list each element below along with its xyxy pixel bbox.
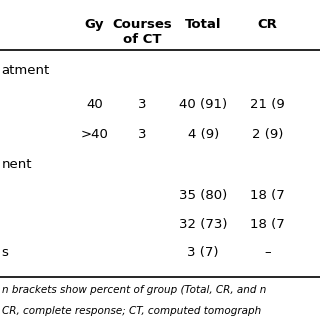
Text: 3 (7): 3 (7) (188, 246, 219, 260)
Text: 3: 3 (138, 98, 147, 111)
Text: Courses
of CT: Courses of CT (113, 18, 172, 46)
Text: s: s (2, 246, 8, 260)
Text: CR, complete response; CT, computed tomograph: CR, complete response; CT, computed tomo… (2, 306, 261, 316)
Text: Gy: Gy (85, 18, 104, 31)
Text: nent: nent (2, 158, 32, 172)
Text: 2 (9): 2 (9) (252, 128, 283, 141)
Text: 35 (80): 35 (80) (179, 189, 227, 202)
Text: 32 (73): 32 (73) (179, 218, 228, 231)
Text: Total: Total (185, 18, 221, 31)
Text: atment: atment (2, 64, 50, 77)
Text: 40: 40 (86, 98, 103, 111)
Text: 18 (7: 18 (7 (250, 218, 284, 231)
Text: n brackets show percent of group (Total, CR, and n: n brackets show percent of group (Total,… (2, 285, 266, 295)
Text: 21 (9: 21 (9 (250, 98, 284, 111)
Text: CR: CR (257, 18, 277, 31)
Text: 40 (91): 40 (91) (179, 98, 227, 111)
Text: >40: >40 (80, 128, 108, 141)
Text: 4 (9): 4 (9) (188, 128, 219, 141)
Text: –: – (264, 246, 270, 260)
Text: 18 (7: 18 (7 (250, 189, 284, 202)
Text: 3: 3 (138, 128, 147, 141)
